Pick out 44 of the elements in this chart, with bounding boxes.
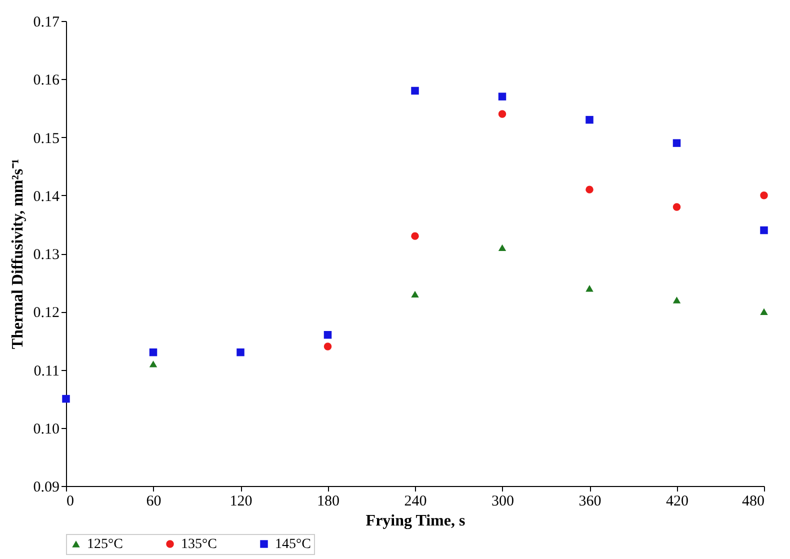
point xyxy=(586,285,594,292)
point xyxy=(672,203,681,211)
point xyxy=(672,296,681,304)
x-tick-label: 240 xyxy=(404,494,427,510)
y-axis-title: Thermal Diffusivity, mm²s⁻¹ xyxy=(9,158,26,350)
x-axis-title: Frying Time, s xyxy=(366,512,466,530)
point xyxy=(498,92,506,100)
y-tick-label: 0.15 xyxy=(33,130,60,147)
point xyxy=(324,342,332,350)
point xyxy=(760,308,768,315)
point xyxy=(672,139,681,147)
point xyxy=(586,116,594,124)
y-tick-label: 0.14 xyxy=(33,188,60,205)
y-tick-label: 0.13 xyxy=(33,247,60,263)
legend-label: 125°C xyxy=(87,537,123,552)
x-tick-label: 360 xyxy=(578,494,602,510)
x-tick-label: 120 xyxy=(230,494,252,510)
x-tick-label: 180 xyxy=(317,494,340,510)
point xyxy=(236,348,244,356)
legend-label: 145°C xyxy=(275,537,311,552)
y-tick-label: 0.16 xyxy=(33,72,60,89)
x-tick-label: 0 xyxy=(66,494,74,510)
point xyxy=(411,290,419,298)
point xyxy=(498,110,506,118)
point xyxy=(62,394,70,403)
x-tick-label: 60 xyxy=(146,494,162,510)
point xyxy=(149,360,158,368)
y-tick-label: 0.09 xyxy=(33,480,60,496)
point xyxy=(586,186,594,194)
x-tick-label: 420 xyxy=(666,494,688,510)
point xyxy=(149,348,158,356)
point xyxy=(324,331,332,339)
y-tick-label: 0.17 xyxy=(33,14,60,30)
point xyxy=(760,192,768,200)
point xyxy=(760,226,768,234)
y-tick-label: 0.12 xyxy=(33,305,60,322)
legend-label: 135°C xyxy=(181,537,217,552)
point xyxy=(411,232,419,240)
x-tick-label: 300 xyxy=(492,494,514,510)
y-tick-label: 0.10 xyxy=(33,421,60,438)
x-tick-label: 480 xyxy=(742,494,764,510)
point xyxy=(411,86,419,95)
point xyxy=(498,244,506,252)
y-tick-label: 0.11 xyxy=(34,363,60,380)
